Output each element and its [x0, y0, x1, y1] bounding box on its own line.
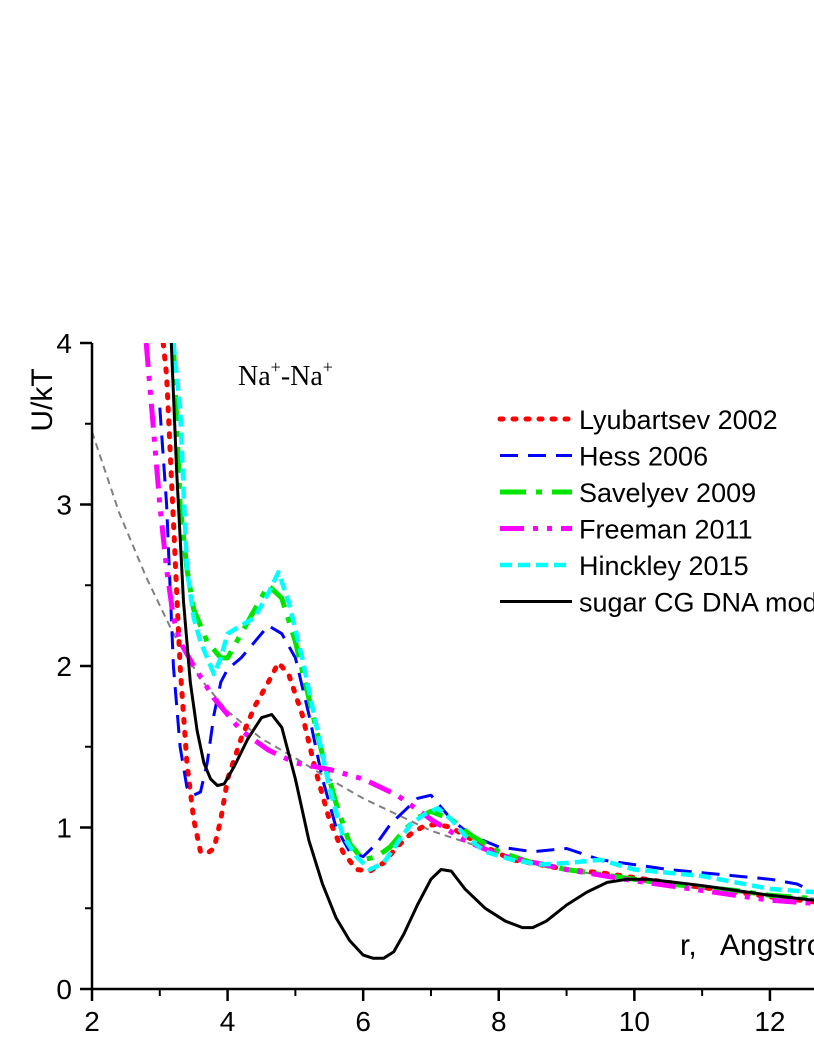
- x-axis-title: r, Angstrom: [680, 929, 814, 962]
- legend-label-1: Lyubartsev 2002: [579, 405, 778, 435]
- x-tick-label: 10: [619, 1006, 650, 1037]
- legend-label-4: Freeman 2011: [579, 515, 753, 545]
- x-tick-label: 4: [220, 1006, 236, 1037]
- legend-label-2: Hess 2006: [579, 442, 708, 472]
- y-axis-title: U/kT: [26, 368, 59, 431]
- axes-layer: [90, 343, 814, 991]
- series-line-6: [169, 343, 814, 960]
- series-line-4: [143, 343, 814, 906]
- y-tick-label: 1: [56, 813, 72, 844]
- legend-label-6: sugar CG DNA model: [579, 588, 814, 618]
- annotation-label: Na+-Na+: [238, 357, 333, 392]
- y-tick-label: 3: [56, 490, 72, 521]
- x-tick-label: 12: [754, 1006, 785, 1037]
- series-line-2: [158, 407, 814, 894]
- x-tick-label: 8: [491, 1006, 507, 1037]
- series-line-5: [171, 343, 814, 895]
- x-tick-label: 6: [355, 1006, 371, 1037]
- legend-label-3: Savelyev 2009: [579, 478, 756, 508]
- legend: Lyubartsev 2002 Hess 2006 Savelyev 2009 Fre…: [497, 405, 814, 618]
- x-tick-label: 2: [84, 1006, 100, 1037]
- series-line-3: [170, 343, 814, 902]
- y-tick-label: 0: [56, 974, 72, 1005]
- legend-label-5: Hinckley 2015: [579, 551, 749, 581]
- series-layer: [92, 343, 814, 960]
- y-tick-label: 4: [56, 328, 72, 359]
- y-tick-label: 2: [56, 651, 72, 682]
